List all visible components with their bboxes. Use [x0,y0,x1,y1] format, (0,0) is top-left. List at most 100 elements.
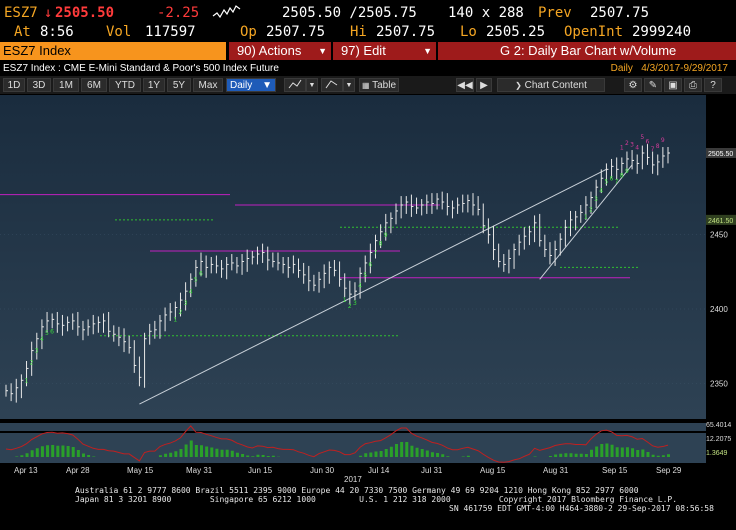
count-label: 3 [184,300,188,307]
edit-menu-button[interactable]: 97) Edit ▼ [333,42,436,60]
count-label: 3 [35,348,39,355]
range-3d-button[interactable]: 3D [27,78,51,92]
count-label: 5 [640,134,644,141]
chart-toolbar: 1D 3D 1M 6M YTD 1Y 5Y Max Daily ▼ ▼ ▼ ▦ … [0,76,736,94]
date-range[interactable]: 4/3/2017-9/29/2017 [641,63,728,74]
count-label: 3 [353,300,357,307]
price-tag-label: 2505.50 [708,151,733,158]
oscillator-histogram-bar [415,447,419,457]
settings-icon[interactable]: ⚙ [624,78,642,92]
x-tick-label: Apr 13 [14,466,38,475]
trendline [139,168,607,405]
frequency-dropdown[interactable]: Daily ▼ [226,78,276,92]
count-label: 5 [194,276,198,283]
chevron-down-icon[interactable]: ▼ [306,78,318,92]
print-icon[interactable]: ⎙ [684,78,702,92]
open-label: Op [240,24,257,40]
oscillator-histogram-bar [261,455,265,457]
oscillator-histogram-bar [220,449,224,457]
oscillator-histogram-bar [446,456,450,457]
chevron-down-icon[interactable]: ▼ [343,78,355,92]
oscillator-histogram-bar [246,455,250,457]
count-label: 7 [373,250,377,257]
oscillator-histogram-bar [651,454,655,457]
oscillator-histogram-bar [461,456,465,457]
range-6m-button[interactable]: 6M [81,78,107,92]
count-label: 9 [625,168,629,175]
range-max-button[interactable]: Max [193,78,223,92]
open-interest-label: OpenInt [564,24,624,40]
price-tag-box [706,214,736,225]
chart-content-label: Chart Content [524,80,587,91]
oscillator-histogram-bar [625,447,629,457]
x-tick-label: Sep 15 [602,466,628,475]
oscillator-histogram-bar [559,453,563,457]
oscillator-histogram-bar [569,453,573,457]
quote-line-2: At 8:56 Vol 117597 Op 2507.75 Hi 2507.75… [0,23,736,42]
scroll-right-icon[interactable]: ▶ [476,78,492,92]
footer: Australia 61 2 9777 8600 Brazil 5511 239… [0,486,736,513]
range-1y-button[interactable]: 1Y [143,78,165,92]
oscillator-histogram-bar [35,448,39,457]
count-label: 7 [651,146,655,153]
high-value: 2507.75 [376,24,436,40]
ticker-symbol: ESZ7 [4,5,38,21]
range-1m-button[interactable]: 1M [53,78,79,92]
count-label: 8 [620,172,624,179]
range-1d-button[interactable]: 1D [3,78,25,92]
oscillator-histogram-bar [194,445,198,457]
y-gridlines [0,234,706,384]
sparkline-icon [212,4,242,26]
count-label: 6 [645,138,649,145]
oscillator-histogram-bar [374,451,378,457]
oscillator-histogram-bar [395,444,399,457]
line-tool-icon[interactable] [284,78,306,92]
oscillator-histogram-bar [410,445,414,457]
chevron-down-icon: ▼ [262,80,272,91]
oscillator-histogram-bar [389,446,393,457]
scroll-left-icon[interactable]: ◀◀ [456,78,474,92]
lower-panel-label: 1.3649 [706,450,728,457]
oscillator-histogram-bar [595,446,599,457]
draw-tool-icon[interactable] [321,78,343,92]
x-axis: Apr 13 Apr 28 May 15 May 31 Jun 15 Jun 30 Jul … [0,465,736,485]
period-label: Daily [610,63,633,74]
oscillator-histogram-bar [179,449,183,457]
x-tick-label: May 15 [127,466,154,475]
chart-content-button[interactable]: ❯ Chart Content [497,78,605,92]
count-label: 1 [25,377,29,384]
oscillator-histogram-bar [359,455,363,457]
range-5y-button[interactable]: 5Y [167,78,191,92]
volume-value: 117597 [145,24,196,40]
oscillator-histogram-bar [210,447,214,457]
count-label: 2 [589,207,593,214]
count-label: 8 [379,241,383,248]
camera-icon[interactable]: ▣ [664,78,682,92]
oscillator-histogram-bar [92,456,96,457]
ticker-input[interactable]: ESZ7 Index [0,42,226,60]
expand-icon: ❯ [515,81,522,90]
range-ytd-button[interactable]: YTD [109,78,141,92]
oscillator-histogram-bar [184,444,188,457]
oscillator-histogram-bar [241,454,245,457]
x-tick-label: May 31 [186,466,213,475]
x-tick-label: Aug 15 [480,466,506,475]
oscillator-histogram-bar [174,451,178,457]
footer-copyright: Japan 81 3 3201 8900 Singapore 65 6212 1… [75,495,678,504]
oscillator-histogram-bar [441,454,445,457]
annotate-icon[interactable]: ✎ [644,78,662,92]
actions-menu-button[interactable]: 90) Actions ▼ [229,42,331,60]
table-button[interactable]: ▦ Table [359,78,399,92]
oscillator-histogram-bar [667,454,670,457]
frequency-label: Daily [230,80,253,91]
help-icon[interactable]: ? [704,78,722,92]
prev-close: 2507.75 [590,5,650,21]
count-label: 2 [178,309,182,316]
count-label: 3 [594,196,598,203]
x-tick-label: Apr 28 [66,466,90,475]
x-tick-label: Jul 31 [421,466,443,475]
oscillator-series [5,425,670,463]
footer-session: SN 461759 EDT GMT-4:00 H464-3880-2 29-Se… [449,504,714,513]
